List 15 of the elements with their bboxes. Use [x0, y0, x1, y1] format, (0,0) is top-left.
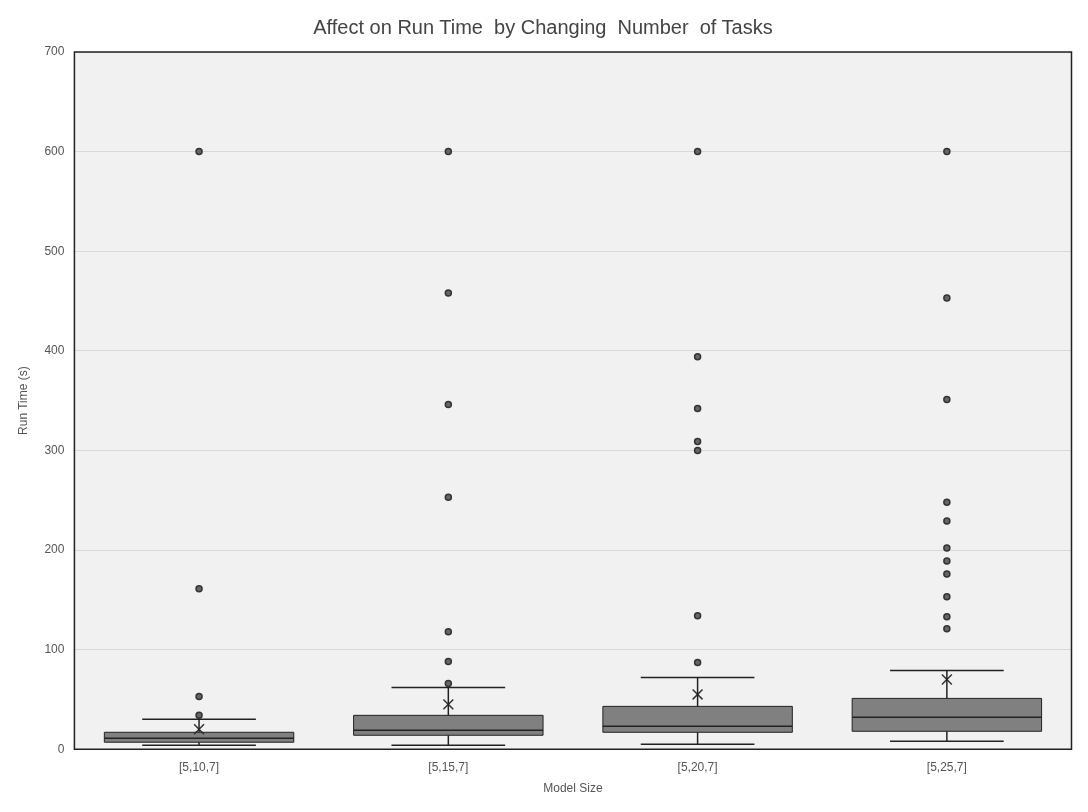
- x-axis-title: Model Size: [543, 781, 603, 796]
- y-tick-label: 100: [44, 641, 65, 656]
- y-tick-label: 200: [44, 542, 65, 557]
- y-tick-label: 700: [44, 44, 65, 59]
- x-tick-label: [5,10,7]: [179, 759, 220, 774]
- y-axis-title: Run Time (s): [15, 366, 30, 435]
- chart-title: Affect on Run Time by Changing Number of Tasks: [313, 15, 773, 38]
- y-tick-label: 400: [44, 343, 65, 358]
- x-tick-label: [5,25,7]: [926, 759, 967, 774]
- x-tick-label: [5,15,7]: [428, 759, 469, 774]
- y-tick-label: 0: [57, 741, 65, 756]
- x-tick-label: [5,20,7]: [677, 759, 718, 774]
- y-tick-label: 600: [44, 143, 65, 158]
- y-tick-label: 500: [44, 243, 65, 258]
- y-tick-label: 300: [44, 442, 65, 457]
